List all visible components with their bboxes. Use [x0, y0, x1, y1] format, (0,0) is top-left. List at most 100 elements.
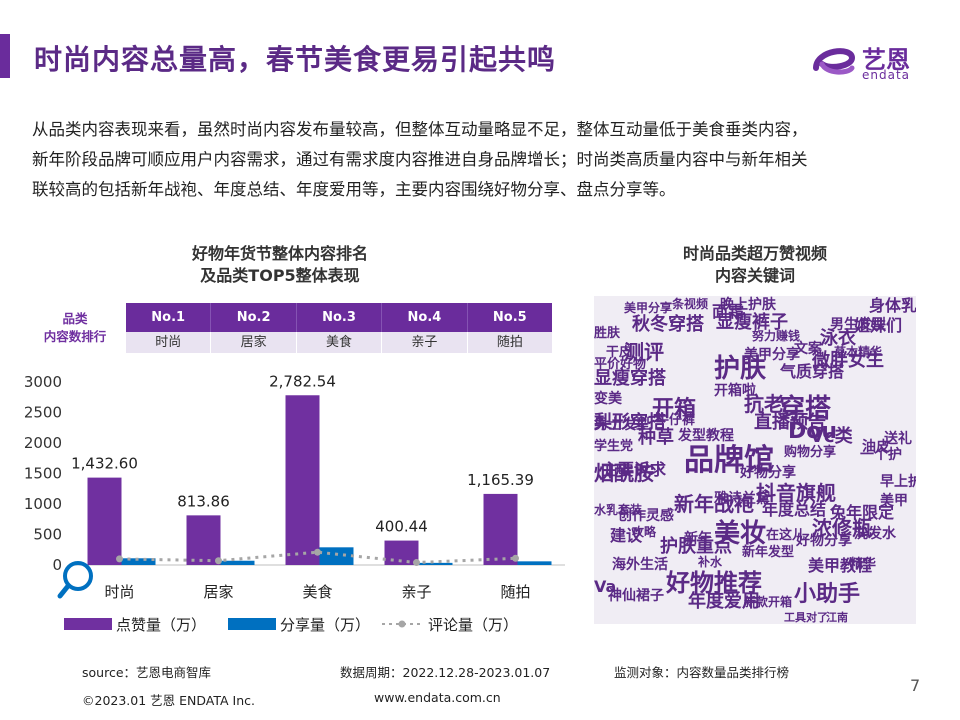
y-tick-label: 0	[52, 556, 62, 574]
wordcloud-keyword: 显瘦穿搭	[594, 368, 666, 389]
left-title-line: 及品类TOP5整体表现	[200, 266, 360, 285]
footer-target: 监测对象：内容数量品类排行榜	[614, 665, 790, 680]
bar-likes	[483, 493, 518, 565]
data-label: 1,165.39	[467, 471, 534, 489]
wordcloud-keyword: 护肤	[714, 354, 767, 384]
wordcloud-keyword: 送礼	[884, 431, 912, 447]
wordcloud-keyword: 男生发型	[830, 317, 886, 333]
footer-copyright: ©2023.01 艺恩 ENDATA Inc.	[82, 693, 256, 708]
rank-cell: No.2	[211, 303, 297, 332]
wordcloud-keyword: 干皮	[606, 345, 633, 360]
wordcloud-keyword: 测评	[624, 340, 664, 364]
category-cell: 美食	[297, 332, 383, 353]
wordcloud-keyword: 洗发水	[854, 526, 896, 542]
wordcloud-keyword: Vc类	[810, 426, 853, 447]
wordcloud-keyword: 草本精华	[834, 345, 883, 359]
y-tick-label: 1500	[24, 465, 62, 483]
wordcloud-keyword: 微胖女生	[812, 350, 884, 371]
wordcloud-keyword: 新年	[684, 531, 712, 547]
bar-shares	[121, 558, 156, 565]
x-tick-label: 亲子	[401, 583, 431, 601]
page-number: 7	[910, 676, 921, 695]
x-tick-label: 美食	[302, 583, 332, 601]
data-label: 2,782.54	[269, 372, 336, 390]
category-cell: 随拍	[496, 335, 523, 350]
wordcloud-keyword: 泳衣	[820, 328, 856, 349]
wordcloud-keyword: 晚上护肤	[720, 297, 776, 313]
wordcloud-keyword: 新款开箱	[744, 595, 793, 609]
y-tick-label: 500	[33, 526, 62, 544]
legend-label-likes: 点赞量（万）	[116, 616, 206, 634]
data-label: 400.44	[375, 518, 428, 536]
rank-table-body: 时尚 居家 美食 亲子 随拍	[126, 332, 552, 353]
wordcloud-keyword: 浓修瓶	[812, 516, 872, 540]
bar-likes	[285, 395, 320, 565]
footer-website[interactable]: www.endata.com.cn	[374, 690, 501, 705]
y-tick-label: 1000	[24, 495, 62, 513]
data-label: 813.86	[177, 492, 230, 510]
wordcloud-keyword: 精华	[850, 557, 877, 572]
rank-label-line: 内容数排行	[43, 329, 107, 344]
title-accent-bar	[0, 34, 10, 78]
wordcloud-keyword: 努力赚钱	[752, 329, 801, 343]
rank-label: 品类 内容数排行	[30, 310, 120, 346]
wordcloud-keyword: 抖音旗舰	[756, 481, 836, 505]
x-tick-label: 随拍	[500, 583, 530, 601]
rank-table: No.1 No.2 No.3 No.4 No.5 时尚 居家 美食 亲子 随拍	[126, 303, 552, 353]
wordcloud-keyword: 品牌馆	[684, 443, 774, 478]
wordcloud-keyword: 面霜	[712, 302, 745, 321]
bar-likes	[186, 515, 221, 565]
point-comments	[116, 555, 123, 563]
wordcloud-keyword: 新年战袍	[674, 492, 754, 516]
left-title-line: 好物年货节整体内容排名	[191, 244, 368, 263]
wordcloud-keyword: 工具对了	[784, 611, 828, 624]
wordcloud-keyword: 身体乳	[869, 296, 916, 315]
wordcloud-keyword: 一条视频	[660, 297, 709, 311]
wordcloud-keyword: 发型教程	[678, 428, 734, 444]
wordcloud-keyword: 购物分享	[784, 445, 837, 460]
intro-line: 新年阶段品牌可顺应用户内容需求，通过有需求度内容推进自身品牌增长；时尚类高质量内…	[32, 150, 808, 169]
legend-swatch-likes	[64, 618, 112, 630]
bar-chart: 0 500 1000 1500 2000 2500 3000 1,432.60 时尚 813.86…	[24, 372, 565, 634]
magnifier-icon-handle	[57, 583, 71, 599]
category-cell: 亲子	[382, 332, 468, 353]
wordcloud-keyword: 学生党	[594, 439, 634, 454]
wordcloud-keyword: 好物分享	[740, 465, 796, 481]
wordcloud-keyword: 创作灵感	[618, 508, 674, 524]
point-comments	[215, 557, 222, 565]
footer-period: 数据周期：2022.12.28-2023.01.07	[340, 665, 551, 680]
footer-source: source：艺恩电商智库	[82, 665, 212, 680]
wordcloud-keyword: 水乳套装	[594, 503, 643, 517]
intro-paragraph: 从品类内容表现来看，虽然时尚内容发布量较高，但整体互动量略显不足，整体互动量低于…	[32, 115, 932, 205]
bar-shares	[220, 560, 255, 565]
wordcloud-keyword: 兔年限定	[830, 503, 895, 522]
wordcloud-keyword: 雅诗兰黛	[714, 491, 770, 507]
rank-cell: No.5	[492, 310, 527, 325]
endata-logo: 艺恩 endata	[812, 40, 924, 84]
rank-table-header: No.1 No.2 No.3 No.4 No.5	[126, 303, 552, 332]
wordcloud-keyword: 年度总结	[762, 500, 827, 519]
legend-swatch-shares	[228, 618, 276, 630]
wordcloud-keyword: 种草	[638, 427, 674, 448]
legend-label-shares: 分享量（万）	[280, 616, 370, 634]
wordcloud-keyword: 男士发型	[594, 417, 650, 433]
left-panel-title: 好物年货节整体内容排名 及品类TOP5整体表现	[130, 243, 430, 287]
wordcloud-keyword: 气质穿搭	[780, 362, 845, 381]
wordcloud-keyword: 直播预告	[754, 412, 826, 433]
wordcloud-keyword: 美甲教程	[808, 556, 873, 575]
wordcloud-keyword: Dou	[788, 419, 838, 444]
y-tick-label: 3000	[24, 373, 62, 391]
wordcloud-keyword: 开箱啦	[714, 383, 756, 399]
page-title: 时尚内容总量高，春节美食更易引起共鸣	[34, 43, 557, 76]
data-label: 1,432.60	[71, 455, 138, 473]
wordcloud-keyword: 开箱	[652, 397, 697, 422]
wordcloud-keyword: 抗老	[744, 392, 784, 416]
wordcloud-keyword: 在这儿	[766, 528, 806, 543]
wordcloud-keyword: 显瘦裤子	[716, 312, 788, 333]
wordcloud-keyword: 新年发型	[742, 545, 795, 560]
wordcloud-keyword: 好物推荐	[666, 569, 762, 597]
wordcloud-keyword: 补水	[698, 555, 723, 569]
right-title-line: 时尚品类超万赞视频	[682, 244, 827, 263]
wordcloud-keyword: 建议	[610, 526, 643, 545]
wordcloud-keyword: 海外生活	[612, 557, 668, 573]
